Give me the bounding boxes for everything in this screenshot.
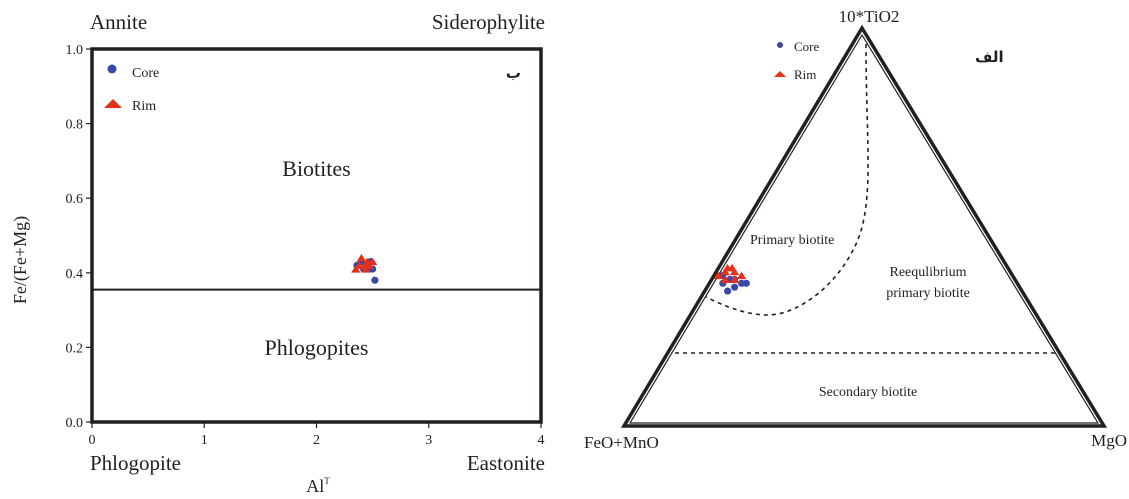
panel-label: ب [506,64,521,82]
y-tick-label: 0.4 [66,267,84,282]
field-label: Biotites [282,156,350,181]
core-data-point [724,287,732,295]
y-axis-ticks: 0.0 0.2 0.4 0.6 0.8 1.0 [66,43,92,431]
field-label-secondary: Secondary biotite [819,385,917,400]
corner-label-bottom-right: Eastonite [467,451,545,475]
core-data-point [371,276,379,284]
rim-data-point [736,271,747,280]
legend-rim-marker [774,71,786,77]
legend-core-label: Core [132,66,159,81]
legend-core-label: Core [794,39,820,54]
vertex-label-left: FeO+MnO [584,433,659,452]
x-axis-title-superscript: T [324,476,330,486]
core-data-point [742,279,750,287]
y-tick-label: 0.0 [66,416,84,431]
rim-data-point [729,267,740,276]
rim-data-point [351,265,361,273]
legend-core-marker [777,42,783,48]
vertex-label-right: MgO [1091,431,1127,450]
legend-rim-label: Rim [794,67,816,82]
x-tick-label: 1 [201,433,208,448]
legend-rim-label: Rim [132,99,156,114]
corner-label-top-right: Siderophylite [432,10,545,34]
rim-data-point [356,253,367,262]
x-tick-label: 4 [538,433,545,448]
data-points [713,263,750,295]
rim-data-point [722,263,733,272]
x-axis-ticks: 0 1 2 3 4 [89,422,545,448]
x-axis-title: AlT [306,476,330,496]
x-axis-title-main: Al [306,476,324,496]
y-tick-label: 0.6 [66,192,84,207]
y-tick-label: 1.0 [66,43,84,58]
x-tick-label: 2 [313,433,320,448]
field-label-reequilibrium-line2: primary biotite [886,286,970,301]
rim-data-point [729,275,740,283]
vertex-label-top: 10*TiO2 [839,7,900,26]
x-tick-label: 3 [425,433,432,448]
corner-label-bottom-left: Phlogopite [90,451,181,475]
legend: Core Rim [774,39,820,82]
y-tick-label: 0.8 [66,118,84,133]
y-tick-label: 0.2 [66,341,84,356]
data-points [351,253,379,284]
legend-rim-marker [104,99,122,108]
field-label: Phlogopites [265,335,369,360]
corner-label-top-left: Annite [90,10,147,34]
field-labels: Biotites Phlogopites [265,156,369,360]
plot-frame [90,47,543,424]
rim-data-point [720,267,730,276]
rim-data-point [361,265,371,273]
field-label-primary: Primary biotite [750,233,834,248]
biotite-classification-plot: 0.0 0.2 0.4 0.6 0.8 1.0 0 1 2 3 4 Annite Sideroph… [10,10,545,496]
field-label-reequilibrium-line1: Reequlibrium [890,265,967,280]
core-data-point [731,283,739,291]
ternary-biotite-plot: 10*TiO2 FeO+MnO MgO الف Primary biotite … [584,7,1127,452]
ternary-inner-frame [628,33,1100,424]
y-axis-title: Fe/(Fe+Mg) [10,216,31,304]
panel-label: الف [975,48,1004,66]
legend: Core Rim [104,64,159,114]
primary-field-boundary [705,43,869,316]
rim-data-point [720,275,730,283]
x-tick-label: 0 [89,433,96,448]
rim-data-point [713,271,723,280]
ternary-outer-frame [620,24,1108,428]
rim-data-point [367,257,378,266]
legend-core-marker [107,64,117,74]
